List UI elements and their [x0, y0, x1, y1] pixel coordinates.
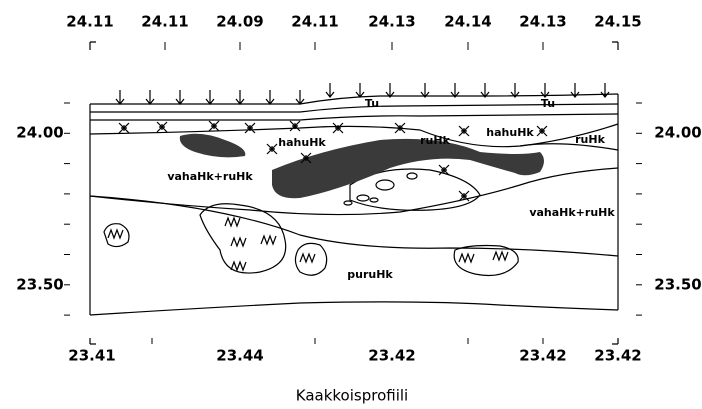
arrow	[451, 83, 459, 97]
arrow	[146, 90, 154, 104]
region-label: vahaHk+ruHk	[529, 206, 615, 219]
arrow	[386, 83, 394, 97]
arrow	[356, 83, 364, 97]
arrow	[266, 90, 274, 104]
pocket	[104, 224, 129, 247]
symbol	[290, 121, 300, 131]
arrow	[206, 90, 214, 104]
region-label: vahaHk+ruHk	[167, 170, 253, 183]
symbol	[157, 122, 167, 132]
arrow	[481, 83, 489, 97]
arrow	[511, 83, 519, 97]
arrow	[296, 90, 304, 104]
region-label: puruHk	[347, 268, 393, 281]
region-label: hahuHk	[486, 126, 534, 139]
symbol	[261, 236, 276, 244]
layer-line	[90, 114, 618, 120]
symbol	[493, 252, 508, 260]
top-label: 24.13	[519, 13, 566, 31]
symbol	[333, 123, 343, 133]
top-label: 24.11	[66, 13, 113, 31]
symbol	[108, 230, 123, 238]
arrow	[176, 90, 184, 104]
symbol	[459, 254, 474, 262]
region-label: Tu	[365, 97, 379, 110]
left-label: 23.50	[16, 276, 63, 294]
surface	[90, 94, 618, 104]
top-label: 24.13	[368, 13, 415, 31]
bottom-label: 23.42	[519, 347, 566, 365]
top-label: 24.14	[444, 13, 491, 31]
symbol	[300, 254, 315, 262]
symbol	[267, 144, 277, 154]
dark-blob	[180, 134, 246, 158]
symbol	[245, 123, 255, 133]
right-label: 24.00	[654, 124, 701, 142]
layer-line	[90, 196, 618, 256]
top-label: 24.15	[594, 13, 641, 31]
arrow	[326, 83, 334, 97]
arrow	[421, 83, 429, 97]
right-label: 23.50	[654, 276, 701, 294]
top-label: 24.09	[216, 13, 263, 31]
top-label: 24.11	[291, 13, 338, 31]
bottom-label: 23.42	[594, 347, 641, 365]
pocket	[454, 246, 518, 276]
symbol	[537, 126, 547, 136]
strata	[64, 42, 642, 344]
base-line	[90, 302, 618, 315]
bottom-frame	[90, 338, 618, 344]
caption: Kaakkoisprofiili	[296, 387, 408, 405]
symbol	[459, 126, 469, 136]
arrow	[236, 90, 244, 104]
arrow	[116, 90, 124, 104]
bottom-label: 23.44	[216, 347, 263, 365]
profile-diagram: 24.11 24.11 24.09 24.11 24.13 24.14 24.13 24.15…	[0, 0, 702, 409]
layer-line	[90, 104, 618, 112]
region-label: hahuHk	[278, 136, 326, 149]
symbol	[231, 262, 246, 270]
region-label: Tu	[541, 97, 555, 110]
region-label: ruHk	[575, 133, 605, 146]
symbol	[119, 123, 129, 133]
symbol	[225, 218, 240, 226]
top-label: 24.11	[141, 13, 188, 31]
symbol	[209, 121, 219, 131]
pocket	[200, 204, 286, 273]
bottom-label: 23.41	[68, 347, 115, 365]
bottom-label: 23.42	[368, 347, 415, 365]
region-label: ruHk	[420, 134, 450, 147]
left-label: 24.00	[16, 124, 63, 142]
top-frame	[90, 42, 618, 50]
symbol	[231, 238, 246, 246]
labels: 24.11 24.11 24.09 24.11 24.13 24.14 24.13 24.15…	[16, 13, 701, 405]
